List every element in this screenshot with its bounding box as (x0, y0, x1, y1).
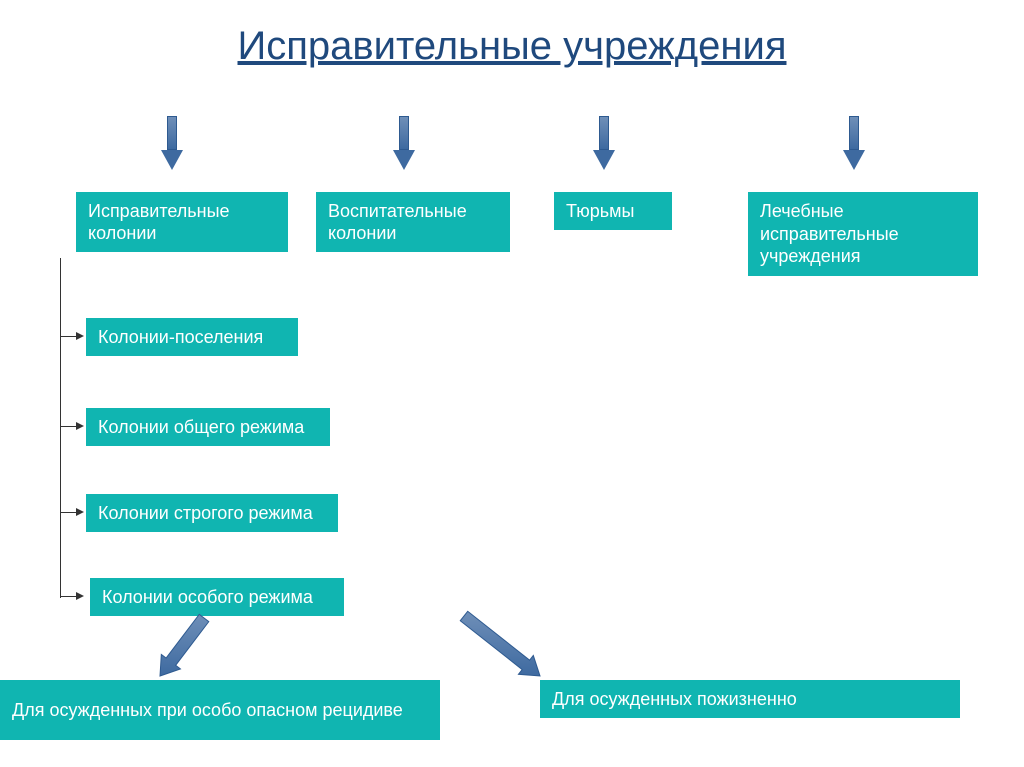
bottom-box: Для осужденных пожизненно (540, 680, 960, 718)
tree-vline (60, 258, 61, 598)
down-arrow-icon (161, 116, 183, 170)
page-title: Исправительные учреждения (0, 24, 1024, 69)
tree-arrowhead-icon (76, 422, 84, 430)
category-box: Лечебные исправительные учреждения (748, 192, 978, 276)
category-box: Воспитательные колонии (316, 192, 510, 252)
tree-arrowhead-icon (76, 508, 84, 516)
down-arrow-icon (843, 116, 865, 170)
tree-arrowhead-icon (76, 592, 84, 600)
tree-arrowhead-icon (76, 332, 84, 340)
category-box: Тюрьмы (554, 192, 672, 230)
bottom-box: Для осужденных при особо опасном рецидив… (0, 680, 440, 740)
category-box: Исправительные колонии (76, 192, 288, 252)
down-arrow-icon (393, 116, 415, 170)
down-arrow-icon (593, 116, 615, 170)
sub-box: Колонии строгого режима (86, 494, 338, 532)
sub-box: Колонии-поселения (86, 318, 298, 356)
sub-box: Колонии общего режима (86, 408, 330, 446)
